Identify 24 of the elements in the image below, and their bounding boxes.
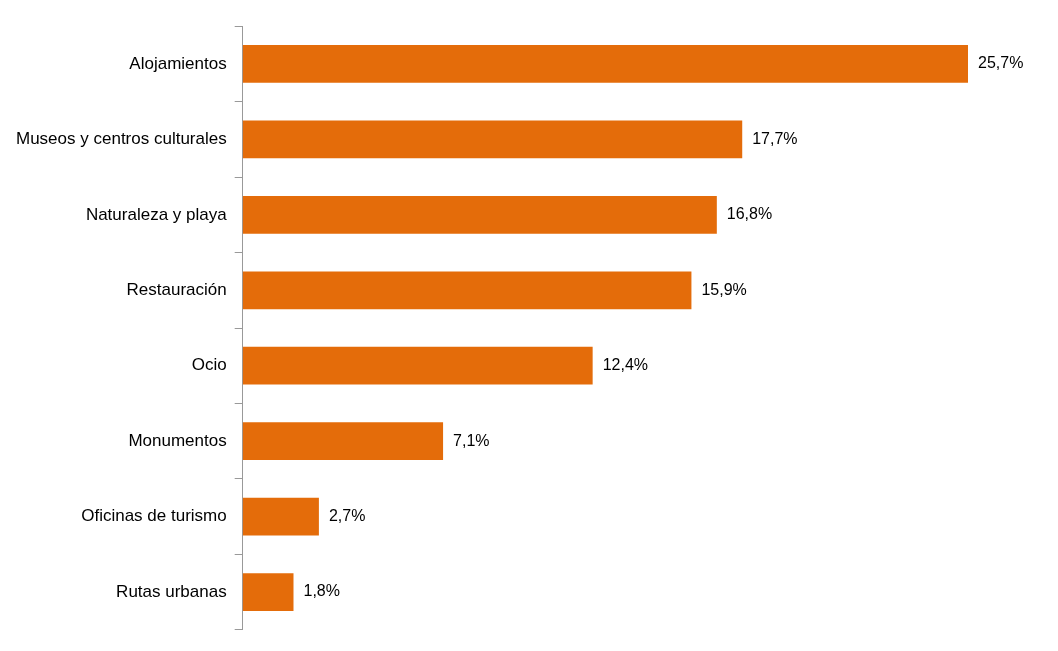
bar xyxy=(242,573,294,611)
bar xyxy=(242,422,444,461)
y-tick-label: Museos y centros culturales xyxy=(16,129,227,149)
y-tick-label: Naturaleza y playa xyxy=(85,204,228,224)
data-label: 25,7% xyxy=(978,54,1024,72)
bar xyxy=(242,271,692,310)
y-tick-label: Monumentos xyxy=(128,430,227,450)
data-label: 1,8% xyxy=(303,582,340,600)
data-label: 7,1% xyxy=(453,431,490,449)
data-label: 17,7% xyxy=(752,129,798,147)
y-tick-label: Rutas urbanas xyxy=(116,581,227,601)
y-tick-label: Ocio xyxy=(191,355,227,375)
bar xyxy=(242,45,968,83)
y-tick-label: Oficinas de turismo xyxy=(81,506,227,526)
data-label: 15,9% xyxy=(701,280,747,298)
data-label: 12,4% xyxy=(602,356,649,374)
data-label: 16,8% xyxy=(726,205,773,223)
bar xyxy=(242,346,593,385)
bar xyxy=(242,195,717,234)
y-tick-label: Restauración xyxy=(126,279,227,299)
bar xyxy=(242,497,319,536)
bar xyxy=(242,120,743,159)
y-tick-label: Alojamientos xyxy=(129,53,227,73)
data-label: 2,7% xyxy=(328,507,366,525)
